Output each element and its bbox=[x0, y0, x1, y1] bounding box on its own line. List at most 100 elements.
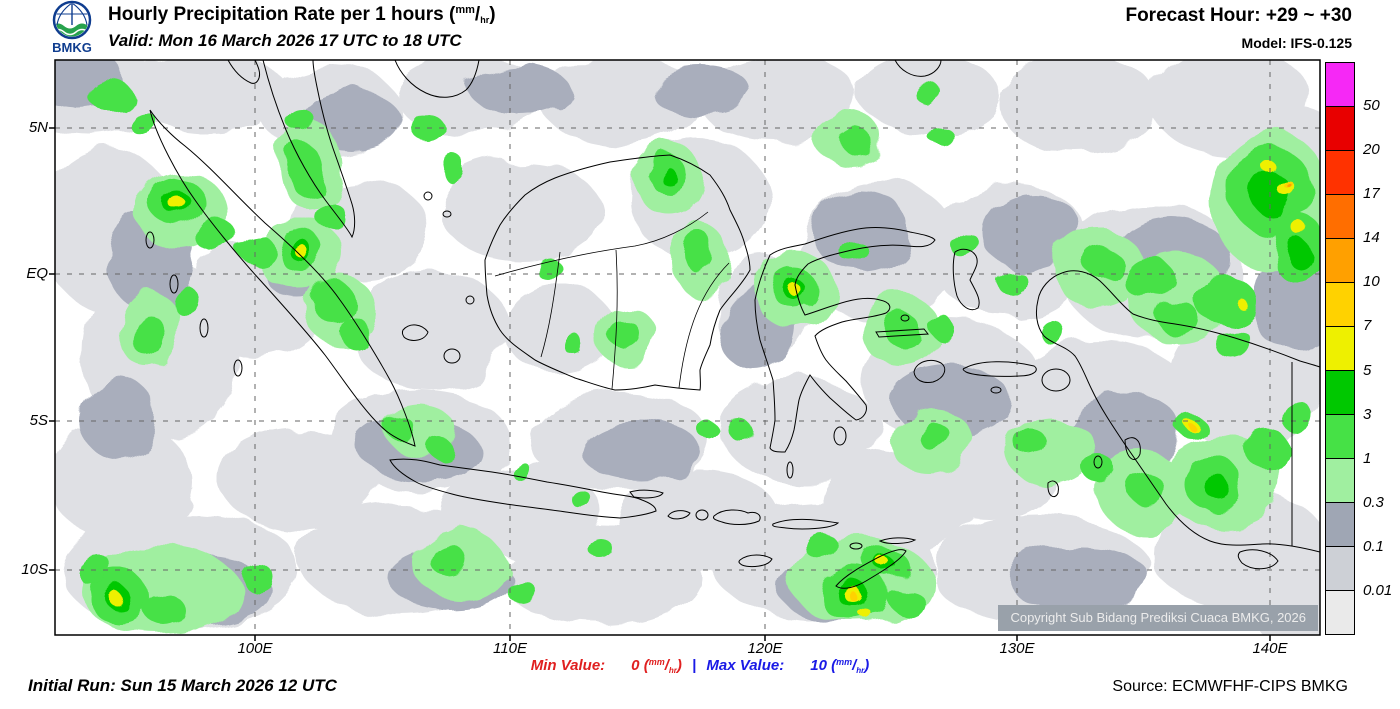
island-mentawai bbox=[145, 231, 155, 249]
legend-cell-2 bbox=[1326, 151, 1354, 195]
precip-cell-green bbox=[930, 316, 954, 340]
precip-cell-green bbox=[237, 233, 273, 263]
precip-cell-gray_med bbox=[1010, 545, 1150, 615]
precip-cell-gray_med bbox=[580, 420, 700, 480]
axis-ticks bbox=[49, 127, 1271, 641]
precip-cell-green bbox=[409, 111, 441, 139]
island-bali bbox=[667, 510, 691, 520]
precip-cell-orange bbox=[1288, 185, 1294, 189]
precip-cell-green bbox=[428, 438, 452, 458]
legend-cell-4 bbox=[1326, 239, 1354, 283]
initial-run-label: Initial Run: Sun 15 March 2026 12 UTC bbox=[28, 676, 337, 695]
legend-label-10: 10 bbox=[1363, 273, 1380, 291]
legend-cell-6 bbox=[1326, 327, 1354, 371]
island-selayar bbox=[786, 461, 794, 479]
island-karimata bbox=[465, 295, 475, 305]
island-tanimbar bbox=[1047, 480, 1059, 498]
precip-cell-green bbox=[728, 420, 752, 440]
max-unit-close: ) bbox=[864, 657, 870, 674]
coast-kalimantan bbox=[484, 154, 751, 391]
legend-label-0.3: 0.3 bbox=[1363, 493, 1384, 511]
lat-label-EQ: EQ bbox=[26, 265, 48, 282]
island-halmahera bbox=[952, 248, 980, 311]
title-unit-open: ( bbox=[449, 4, 456, 25]
source-label: Source: ECMWFHF-CIPS BMKG bbox=[1112, 678, 1348, 695]
precip-cell-green bbox=[318, 199, 342, 231]
model-label: Model: IFS-0.125 bbox=[1241, 35, 1352, 51]
valid-time-label: Valid: Mon 16 March 2026 17 UTC to 18 UT… bbox=[108, 31, 462, 50]
bmkg-logo-text: BMKG bbox=[52, 40, 92, 55]
coastline-layer bbox=[145, 60, 1320, 589]
precip-cell-green bbox=[686, 235, 718, 275]
precip-cell-yellow bbox=[297, 248, 311, 260]
page-title: Hourly Precipitation Rate per 1 hours (m… bbox=[108, 4, 496, 26]
precip-cell-gray_light bbox=[440, 465, 600, 555]
precip-cell-gray_med bbox=[470, 65, 570, 115]
precip-cell-green bbox=[510, 461, 530, 479]
precip-cell-green bbox=[1195, 275, 1255, 325]
island-sumba bbox=[738, 554, 773, 568]
island-sula bbox=[875, 328, 929, 338]
legend-cell-8 bbox=[1326, 415, 1354, 459]
island-alor bbox=[849, 542, 863, 550]
island-belitung bbox=[443, 348, 461, 364]
legend-cell-0 bbox=[1326, 63, 1354, 107]
precip-cell-green bbox=[443, 156, 467, 184]
precip-cell-gray_light bbox=[440, 160, 600, 260]
lon-label-120E: 120E bbox=[747, 640, 783, 657]
precipitation-layer bbox=[55, 60, 1320, 635]
legend-cell-11 bbox=[1326, 547, 1354, 591]
precip-cell-gray_light bbox=[505, 285, 615, 375]
lat-label-10S: 10S bbox=[21, 561, 48, 578]
title-text: Hourly Precipitation Rate per 1 hours bbox=[108, 4, 450, 25]
legend-label-5: 5 bbox=[1363, 361, 1372, 379]
border-kalimantan bbox=[494, 211, 709, 277]
min-unit-mm: mm bbox=[648, 657, 665, 667]
coast-sulawesi bbox=[754, 227, 936, 453]
min-unit-open: ( bbox=[643, 657, 649, 674]
lon-label-110E: 110E bbox=[493, 640, 527, 657]
precip-cell-green bbox=[171, 286, 199, 314]
min-value: 0 bbox=[631, 657, 640, 674]
precip-cell-green bbox=[432, 546, 468, 578]
precip-cell-green bbox=[889, 586, 921, 614]
precip-cell-gray_med bbox=[980, 190, 1080, 270]
precip-cell-gray_light bbox=[720, 380, 880, 480]
legend-cell-5 bbox=[1326, 283, 1354, 327]
border-kalimantan bbox=[540, 251, 561, 358]
min-unit-close: ) bbox=[676, 657, 682, 674]
max-unit-mm: mm bbox=[836, 657, 853, 667]
max-unit-open: ( bbox=[831, 657, 837, 674]
precip-cell-green bbox=[338, 314, 366, 346]
precip-cell-gray_med bbox=[650, 65, 750, 115]
precip-cell-green bbox=[88, 79, 132, 111]
legend-label-20: 20 bbox=[1363, 141, 1380, 159]
precip-cell-green_deep bbox=[1252, 173, 1292, 217]
lon-label-100E: 100E bbox=[237, 640, 273, 657]
island-mentawai bbox=[199, 318, 209, 338]
precip-cell-green bbox=[195, 217, 235, 253]
precip-cell-green bbox=[700, 423, 720, 441]
bmkg-logo-meridian bbox=[71, 3, 88, 26]
precip-cell-green bbox=[998, 268, 1026, 296]
coast-gulf-thailand bbox=[227, 60, 260, 84]
minmax-separator: | bbox=[692, 657, 697, 674]
legend-cell-12 bbox=[1326, 591, 1354, 634]
peninsula-bomberai bbox=[1041, 368, 1071, 392]
precip-cell-gold bbox=[1187, 422, 1193, 428]
precip-cell-gray_light bbox=[1000, 60, 1160, 155]
map-frame bbox=[54, 59, 1321, 636]
title-unit-close: ) bbox=[489, 4, 496, 25]
precip-cell-green bbox=[1040, 320, 1064, 344]
island-natuna bbox=[423, 191, 433, 201]
precip-cell-green bbox=[570, 489, 590, 507]
lat-label-5S: 5S bbox=[29, 412, 48, 429]
precip-cell-green bbox=[844, 133, 876, 157]
min-unit-slash: / bbox=[664, 657, 669, 674]
title-unit-hr: hr bbox=[480, 15, 490, 25]
title-unit-slash: / bbox=[474, 4, 481, 25]
island-buton bbox=[833, 426, 847, 446]
precip-cell-green bbox=[588, 538, 612, 558]
precip-cell-green bbox=[312, 278, 352, 322]
border-kalimantan bbox=[611, 249, 618, 390]
